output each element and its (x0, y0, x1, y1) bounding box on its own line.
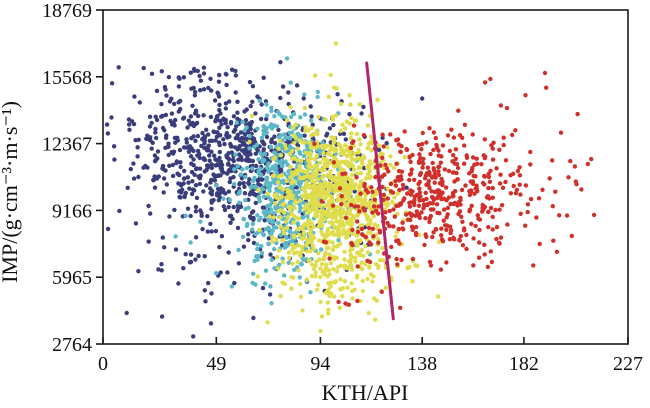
scatter-points-layer (104, 41, 597, 339)
y-tick-label: 2764 (52, 334, 92, 356)
y-axis-title: IMP/(g·cm⁻³·m·s⁻¹) (0, 101, 22, 283)
x-tick-label: 227 (613, 353, 643, 375)
x-tick-label: 138 (407, 353, 437, 375)
cutoff-line (365, 61, 395, 321)
cluster-red-right-points (380, 85, 597, 268)
cluster-red-core-points (339, 80, 528, 272)
x-tick-label: 182 (509, 353, 539, 375)
y-tick-label: 12367 (42, 134, 92, 156)
x-axis-title: KTH/API (322, 380, 409, 405)
y-tick-label: 5965 (52, 267, 92, 289)
x-tick-label: 94 (310, 353, 330, 375)
cluster-yellow-deep-points (265, 286, 441, 334)
x-tick-label: 0 (98, 353, 108, 375)
axes-layer: 0 49 94 138 182 227 2764 5965 9166 12367 15568 1876… (42, 0, 643, 375)
y-tick-label: 15568 (42, 67, 92, 89)
cluster-navy-top-points (132, 65, 286, 109)
y-tick-label: 18769 (42, 0, 92, 22)
y-tick-label: 9166 (52, 200, 92, 222)
cluster-red-outliers-points (477, 70, 591, 233)
plot-border (102, 9, 629, 345)
x-tick-label: 49 (206, 353, 226, 375)
